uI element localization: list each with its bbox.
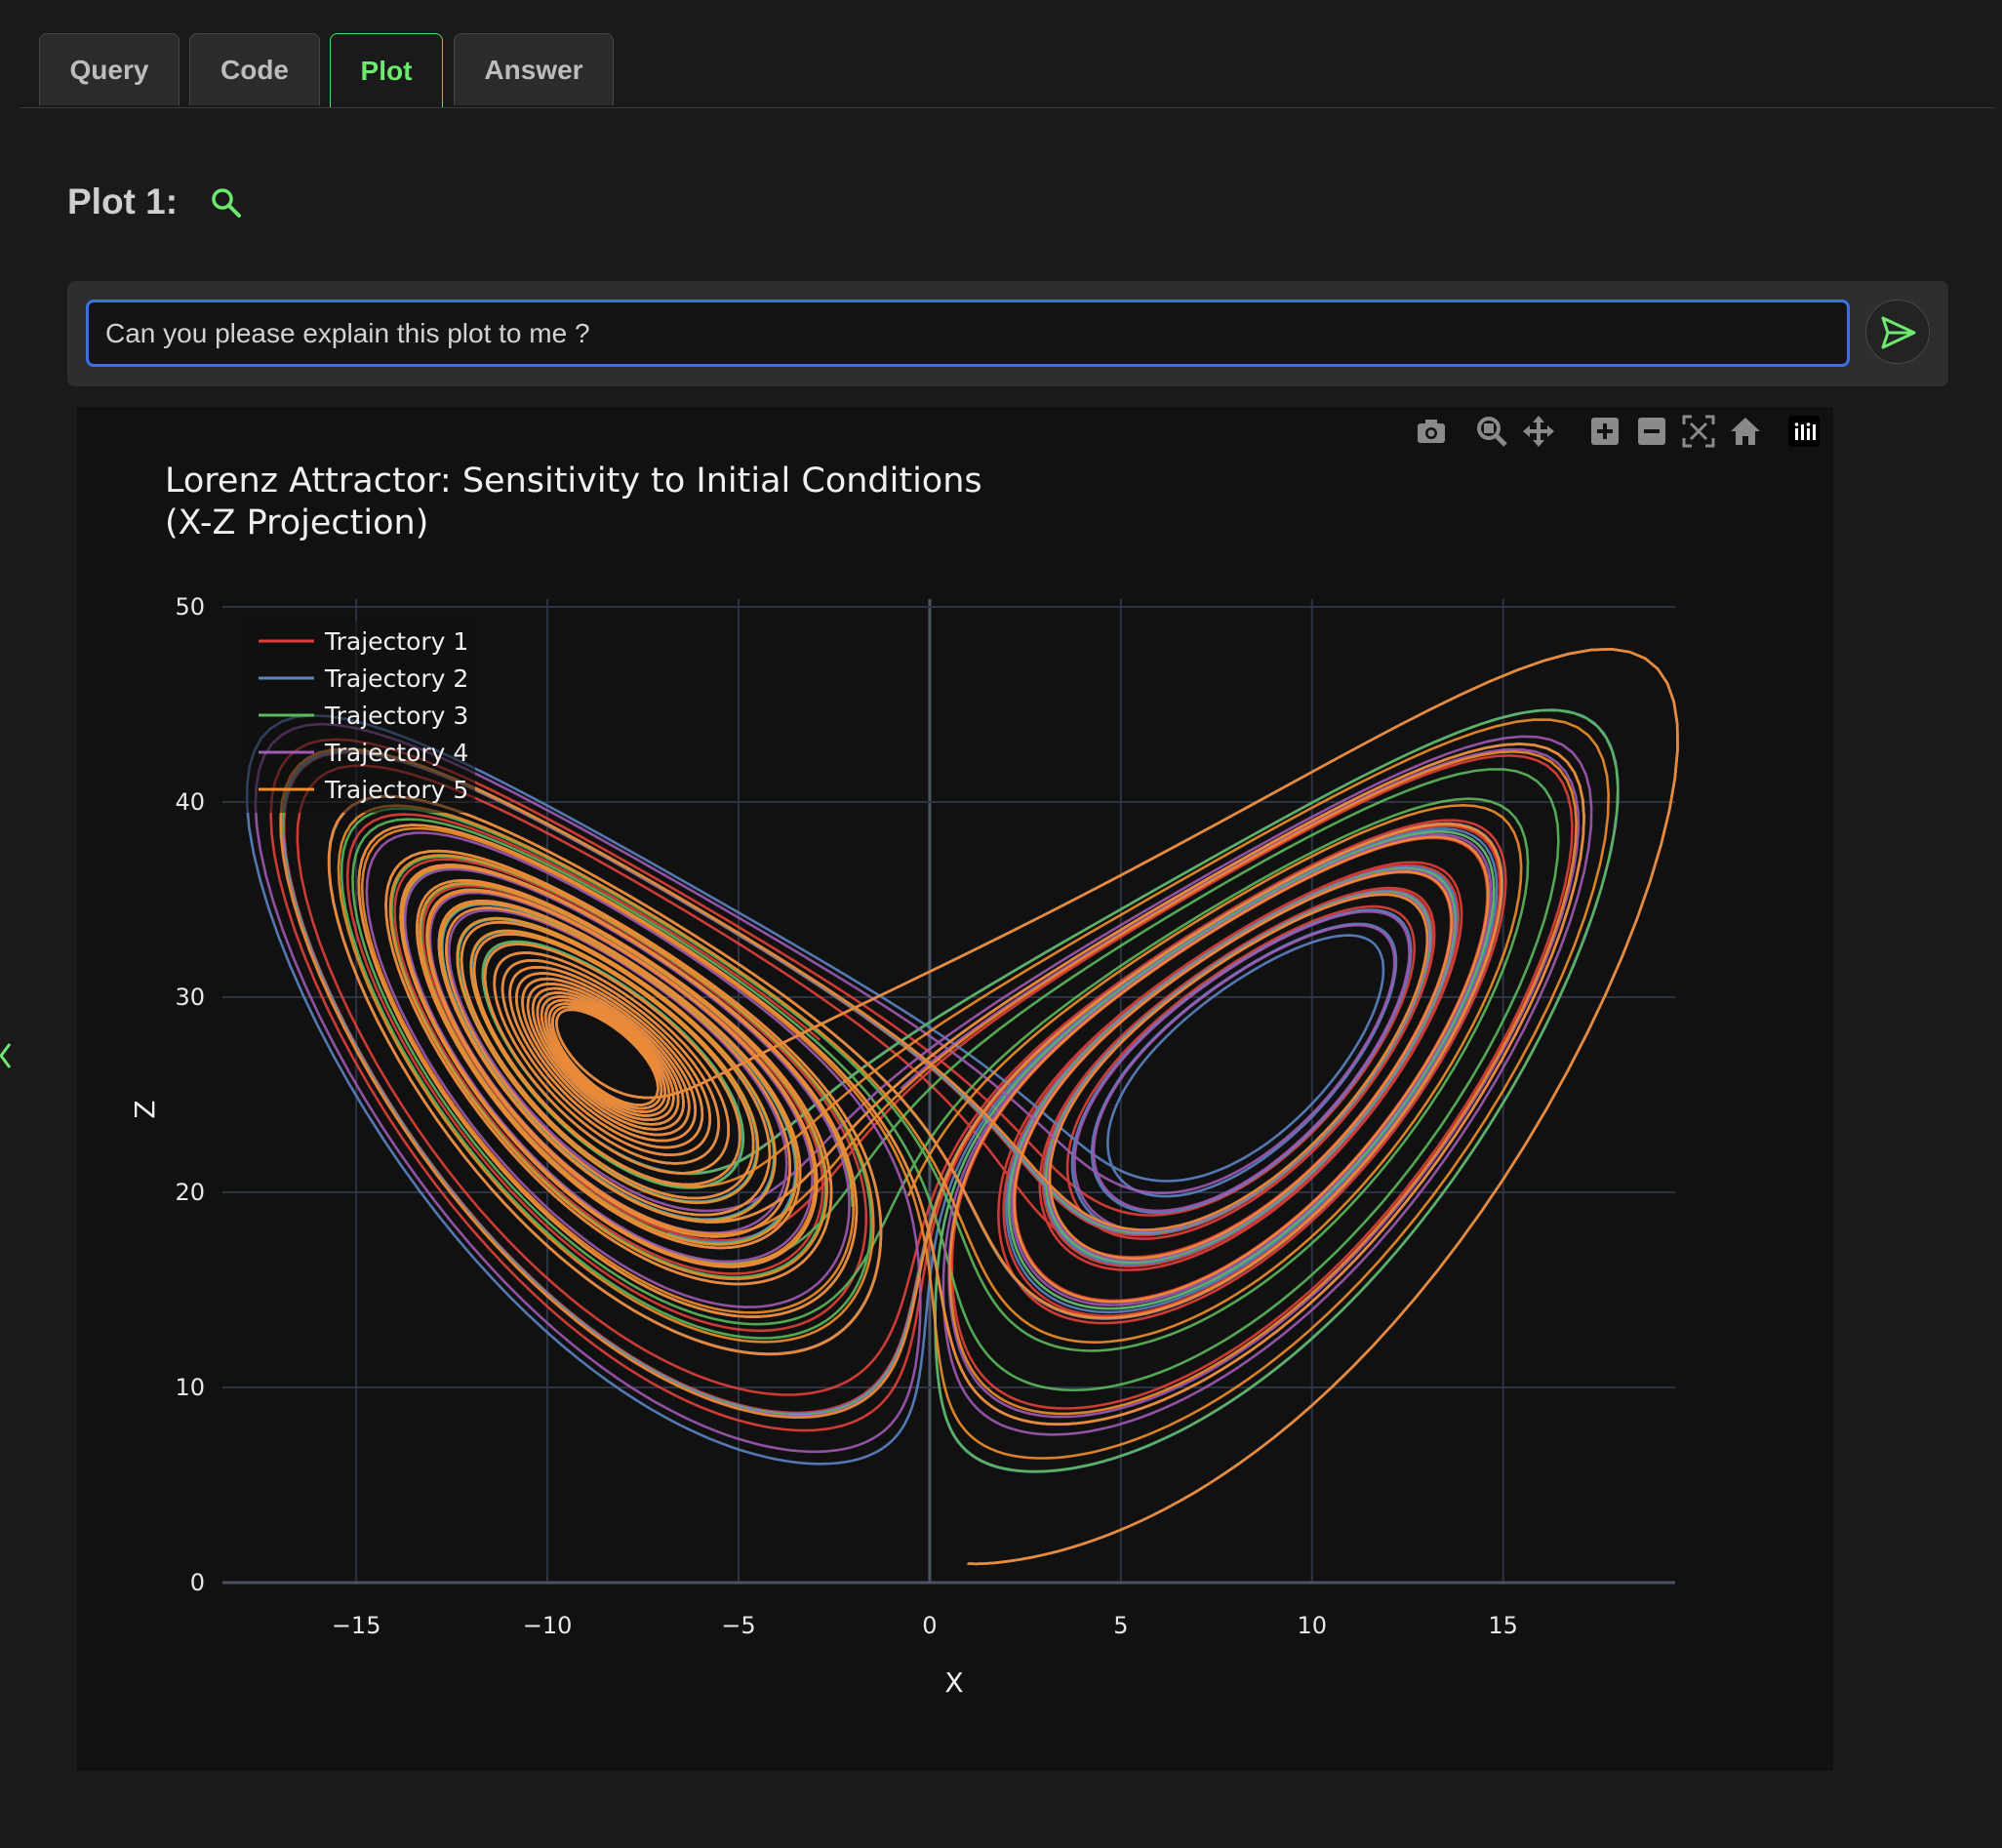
legend-item-2[interactable]: Trajectory 2	[324, 664, 468, 693]
pan-icon[interactable]	[1521, 414, 1556, 449]
query-input[interactable]	[86, 300, 1850, 367]
chart-subtitle: (X-Z Projection)	[165, 503, 428, 542]
tab-bar: Query Code Plot Answer	[20, 33, 1995, 108]
home-icon[interactable]	[1728, 414, 1763, 449]
legend-background	[245, 622, 475, 813]
y-tick-label: 30	[175, 984, 205, 1011]
chart-title: Lorenz Attractor: Sensitivity to Initial…	[165, 462, 982, 501]
tab-code[interactable]: Code	[189, 33, 320, 105]
autoscale-icon[interactable]	[1681, 414, 1716, 449]
plotly-logo-icon[interactable]	[1786, 414, 1822, 449]
query-bar	[67, 281, 1948, 386]
legend-item-5[interactable]: Trajectory 5	[324, 776, 468, 804]
zoom-out-icon[interactable]	[1634, 414, 1669, 449]
y-axis-label: Z	[129, 1100, 161, 1118]
tab-plot[interactable]: Plot	[330, 33, 443, 107]
x-tick-label: −10	[523, 1612, 573, 1639]
legend-item-3[interactable]: Trajectory 3	[324, 702, 468, 730]
y-tick-label: 10	[175, 1374, 205, 1401]
axis-layer: −15 −10 −5 0 5 10 15 0 10 20 30 40 50	[175, 593, 1517, 1639]
tab-answer[interactable]: Answer	[454, 33, 614, 105]
y-tick-label: 40	[175, 788, 205, 816]
x-tick-label: −5	[721, 1612, 755, 1639]
y-tick-label: 20	[175, 1179, 205, 1206]
x-tick-label: −15	[332, 1612, 381, 1639]
x-tick-label: 15	[1488, 1612, 1518, 1639]
send-icon	[1881, 316, 1916, 349]
plot-heading: Plot 1:	[67, 181, 179, 221]
send-button[interactable]	[1865, 300, 1930, 364]
zoom-in-icon[interactable]	[1587, 414, 1622, 449]
series-layer	[245, 647, 1679, 1566]
chevron-left-icon[interactable]	[0, 1042, 12, 1069]
tab-query[interactable]: Query	[39, 33, 180, 105]
camera-icon[interactable]	[1414, 414, 1449, 449]
plot-area: −15 −10 −5 0 5 10 15 0 10 20 30 40 50 Lorenz Attract…	[77, 407, 1833, 1771]
legend[interactable]: Trajectory 1 Trajectory 2 Trajectory 3 Traj…	[245, 622, 475, 813]
legend-item-1[interactable]: Trajectory 1	[324, 627, 468, 656]
legend-item-4[interactable]: Trajectory 4	[324, 739, 468, 767]
zoom-icon[interactable]	[1474, 414, 1509, 449]
y-tick-label: 0	[190, 1569, 205, 1596]
x-tick-label: 5	[1113, 1612, 1128, 1639]
x-tick-label: 0	[922, 1612, 937, 1639]
magnifier-icon[interactable]	[209, 185, 244, 221]
x-tick-label: 10	[1297, 1612, 1327, 1639]
y-tick-label: 50	[175, 593, 205, 621]
series-line-5	[279, 647, 1679, 1566]
x-axis-label: X	[944, 1667, 963, 1699]
chart-svg: −15 −10 −5 0 5 10 15 0 10 20 30 40 50 Lorenz Attract…	[129, 462, 1679, 1699]
